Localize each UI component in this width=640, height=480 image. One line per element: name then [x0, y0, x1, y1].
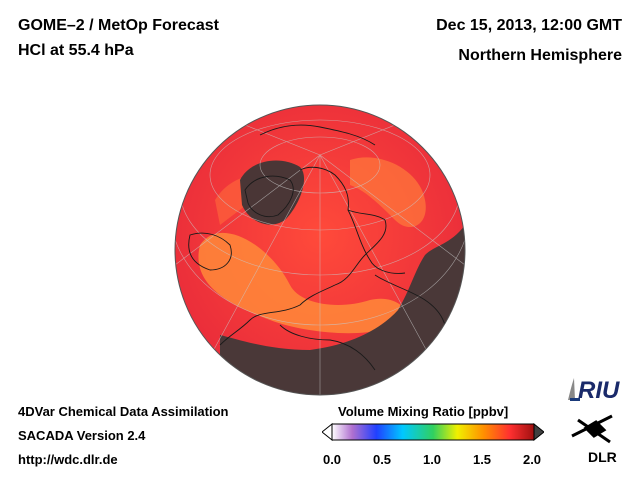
colorbar-tick: 1.0	[422, 452, 442, 467]
globe-outline	[174, 104, 466, 396]
version-label: SACADA Version 2.4	[18, 428, 146, 443]
hcl-enhanced-region	[198, 232, 406, 334]
dlr-logo: DLR	[571, 414, 617, 465]
map-subtitle: HCl at 55.4 hPa	[18, 42, 134, 59]
hcl-low-region	[240, 160, 305, 225]
colorbar-tick: 1.5	[472, 452, 492, 467]
hcl-enhanced-region	[350, 157, 426, 228]
colorbar-max-arrow	[533, 422, 544, 442]
riu-logo-text: RIU	[578, 377, 620, 404]
riu-logo-base	[570, 398, 580, 401]
credit-line: 4DVar Chemical Data Assimilation	[18, 404, 229, 419]
forecast-date: Dec 15, 2013, 12:00 GMT	[436, 17, 622, 34]
region-label: Northern Hemisphere	[458, 47, 622, 64]
colorbar	[322, 422, 544, 442]
colorbar-title: Volume Mixing Ratio [ppbv]	[338, 404, 509, 419]
website-link[interactable]: http://wdc.dlr.de	[18, 452, 118, 467]
riu-logo: RIU	[568, 377, 620, 404]
globe-svg	[174, 104, 466, 396]
colorbar-min-arrow	[322, 422, 333, 442]
globe-map	[160, 95, 480, 405]
colorbar-tick: 2.0	[522, 452, 542, 467]
dlr-logo-mark	[571, 414, 613, 444]
colorbar-gradient	[331, 423, 535, 441]
colorbar-tick: 0.5	[372, 452, 392, 467]
riu-logo-swoosh	[568, 378, 575, 400]
map-title: GOME–2 / MetOp Forecast	[18, 17, 219, 34]
colorbar-tick: 0.0	[322, 452, 342, 467]
dlr-logo-text: DLR	[588, 449, 617, 465]
